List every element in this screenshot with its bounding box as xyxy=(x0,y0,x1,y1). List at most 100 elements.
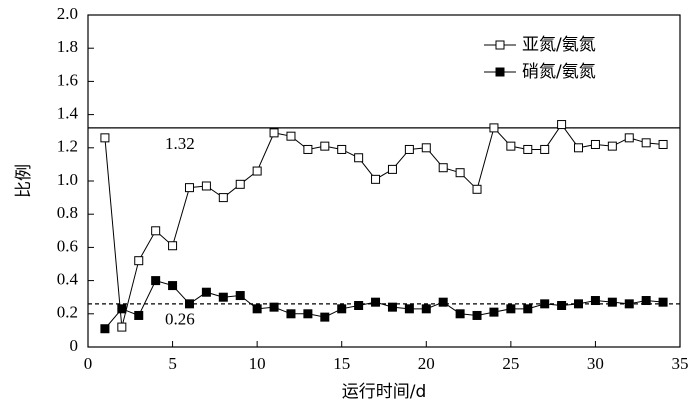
marker xyxy=(354,153,364,163)
marker xyxy=(540,144,550,154)
marker xyxy=(624,133,634,143)
y-tick-label: 0.6 xyxy=(57,236,78,255)
marker xyxy=(574,143,584,153)
y-tick-label: 0.4 xyxy=(57,270,79,289)
marker xyxy=(235,179,245,189)
marker xyxy=(438,297,448,307)
marker xyxy=(472,310,482,320)
marker xyxy=(421,143,431,153)
marker xyxy=(455,168,465,178)
marker xyxy=(658,139,668,149)
marker xyxy=(506,304,516,314)
series-line xyxy=(104,123,664,328)
y-tick-label: 0.8 xyxy=(57,203,78,222)
marker xyxy=(269,128,279,138)
legend-label: 硝氮/氨氮 xyxy=(522,62,596,82)
x-tick-label: 30 xyxy=(587,354,604,373)
x-tick-label: 25 xyxy=(502,354,519,373)
y-tick-label: 0 xyxy=(70,336,79,355)
marker xyxy=(151,226,161,236)
marker xyxy=(218,193,228,203)
marker xyxy=(201,181,211,191)
plot-frame xyxy=(87,14,681,348)
marker xyxy=(320,141,330,151)
x-tick-label: 15 xyxy=(333,354,350,373)
x-tick-label: 10 xyxy=(249,354,266,373)
y-tick-label: 1.8 xyxy=(57,37,78,56)
y-tick-label: 2.0 xyxy=(57,4,78,23)
marker xyxy=(117,322,127,332)
marker xyxy=(201,287,211,297)
marker xyxy=(286,131,296,141)
marker xyxy=(235,291,245,301)
x-tick-label: 5 xyxy=(168,354,177,373)
marker xyxy=(489,123,499,133)
series-line xyxy=(104,280,664,330)
marker xyxy=(455,309,465,319)
y-tick-label: 0.2 xyxy=(57,303,78,322)
marker xyxy=(100,133,110,143)
marker xyxy=(523,304,533,314)
marker xyxy=(641,138,651,148)
marker xyxy=(404,304,414,314)
reference-label: 0.26 xyxy=(165,310,195,329)
marker xyxy=(557,301,567,310)
marker xyxy=(184,299,194,309)
y-axis-label: 比例 xyxy=(14,164,34,198)
marker xyxy=(574,299,584,309)
legend-marker xyxy=(495,40,505,50)
marker xyxy=(134,310,144,320)
marker xyxy=(404,144,414,154)
marker xyxy=(168,241,178,251)
marker xyxy=(252,304,262,314)
marker xyxy=(303,144,313,154)
marker xyxy=(607,141,617,151)
y-tick-label: 1.2 xyxy=(57,137,78,156)
x-tick-label: 0 xyxy=(84,354,93,373)
marker xyxy=(540,299,550,309)
marker xyxy=(252,166,262,176)
marker xyxy=(134,256,144,266)
marker xyxy=(641,296,651,306)
marker xyxy=(337,304,347,314)
marker xyxy=(590,139,600,149)
marker xyxy=(658,297,668,307)
legend-marker xyxy=(495,67,505,77)
marker xyxy=(557,120,567,130)
y-tick-label: 1.6 xyxy=(57,70,78,89)
marker xyxy=(387,164,397,174)
legend-label: 亚氮/氨氮 xyxy=(522,35,596,55)
marker xyxy=(387,302,397,312)
x-axis-label: 运行时间/d xyxy=(342,382,427,402)
marker xyxy=(218,292,228,302)
marker xyxy=(354,301,364,310)
marker xyxy=(472,184,482,194)
marker xyxy=(371,297,381,307)
marker xyxy=(489,307,499,317)
marker xyxy=(303,309,313,319)
marker xyxy=(100,324,110,334)
marker xyxy=(523,144,533,154)
marker xyxy=(607,297,617,307)
marker xyxy=(151,276,161,286)
marker xyxy=(590,296,600,306)
marker xyxy=(371,174,381,184)
x-tick-label: 35 xyxy=(672,354,689,373)
marker xyxy=(269,302,279,312)
marker xyxy=(184,183,194,193)
marker xyxy=(337,144,347,154)
y-tick-label: 1.4 xyxy=(57,104,79,123)
reference-label: 1.32 xyxy=(165,134,195,153)
marker xyxy=(421,304,431,314)
marker xyxy=(506,141,516,151)
y-tick-label: 1.0 xyxy=(57,170,78,189)
x-tick-label: 20 xyxy=(418,354,435,373)
marker xyxy=(438,163,448,173)
marker xyxy=(286,309,296,319)
marker xyxy=(168,281,178,291)
marker xyxy=(320,312,330,322)
marker xyxy=(117,304,127,314)
marker xyxy=(624,299,634,309)
